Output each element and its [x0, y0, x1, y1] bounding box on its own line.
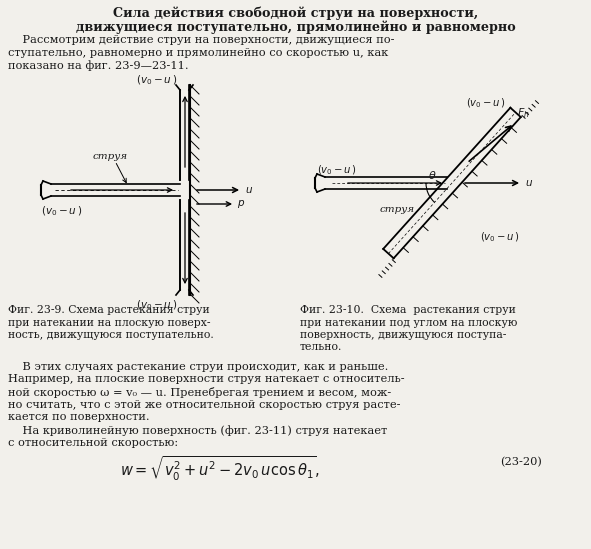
Text: $w = \sqrt{v_0^2 + u^2 - 2v_0\,u\cos\theta_1},$: $w = \sqrt{v_0^2 + u^2 - 2v_0\,u\cos\the…	[120, 455, 320, 483]
Text: но считать, что с этой же относительной скоростью струя расте-: но считать, что с этой же относительной …	[8, 400, 401, 410]
Text: $(v_0-u\,)$: $(v_0-u\,)$	[41, 204, 82, 217]
Text: тельно.: тельно.	[300, 343, 342, 352]
Text: $(v_0-u\,)$: $(v_0-u\,)$	[466, 97, 505, 110]
Text: движущиеся поступательно, прямолинейно и равномерно: движущиеся поступательно, прямолинейно и…	[76, 20, 516, 34]
Text: $F_n$: $F_n$	[518, 107, 530, 120]
Text: струя: струя	[379, 205, 414, 214]
Text: $(v_0-u\,)$: $(v_0-u\,)$	[480, 231, 520, 244]
Text: На криволинейную поверхность (фиг. 23-11) струя натекает: На криволинейную поверхность (фиг. 23-11…	[8, 425, 387, 436]
Text: $p$: $p$	[237, 198, 245, 210]
Text: $\theta$: $\theta$	[428, 169, 437, 181]
Text: ность, движущуюся поступательно.: ность, движущуюся поступательно.	[8, 330, 214, 340]
Text: (23-20): (23-20)	[500, 457, 542, 467]
Text: Фиг. 23-10.  Схема  растекания струи: Фиг. 23-10. Схема растекания струи	[300, 305, 516, 315]
Text: Рассмотрим действие струи на поверхности, движущиеся по-: Рассмотрим действие струи на поверхности…	[8, 35, 395, 45]
Text: при натекании на плоскую поверх-: при натекании на плоскую поверх-	[8, 317, 210, 328]
Text: Сила действия свободной струи на поверхности,: Сила действия свободной струи на поверхн…	[113, 7, 479, 20]
Text: кается по поверхности.: кается по поверхности.	[8, 412, 150, 422]
Text: ступательно, равномерно и прямолинейно со скоростью u, как: ступательно, равномерно и прямолинейно с…	[8, 48, 388, 58]
Text: поверхность, движущуюся поступа-: поверхность, движущуюся поступа-	[300, 330, 506, 340]
Text: $(v_0-u\,)$: $(v_0-u\,)$	[137, 73, 178, 87]
Text: показано на фиг. 23-9—23-11.: показано на фиг. 23-9—23-11.	[8, 60, 189, 71]
Text: ной скоростью ω = v₀ — u. Пренебрегая трением и весом, мож-: ной скоростью ω = v₀ — u. Пренебрегая тр…	[8, 387, 391, 398]
Text: струя: струя	[93, 152, 128, 161]
Text: с относительной скоростью:: с относительной скоростью:	[8, 438, 178, 448]
Text: $u$: $u$	[525, 178, 533, 188]
Text: $(v_0-u\,)$: $(v_0-u\,)$	[137, 298, 178, 312]
Text: В этих случаях растекание струи происходит, как и раньше.: В этих случаях растекание струи происход…	[8, 362, 388, 372]
Text: Фиг. 23-9. Схема растекания струи: Фиг. 23-9. Схема растекания струи	[8, 305, 210, 315]
Text: при натекании под углом на плоскую: при натекании под углом на плоскую	[300, 317, 517, 328]
Text: Например, на плоские поверхности струя натекает с относитель-: Например, на плоские поверхности струя н…	[8, 374, 405, 384]
Text: $u$: $u$	[245, 185, 253, 195]
Text: $(v_0-u\,)$: $(v_0-u\,)$	[317, 163, 357, 177]
